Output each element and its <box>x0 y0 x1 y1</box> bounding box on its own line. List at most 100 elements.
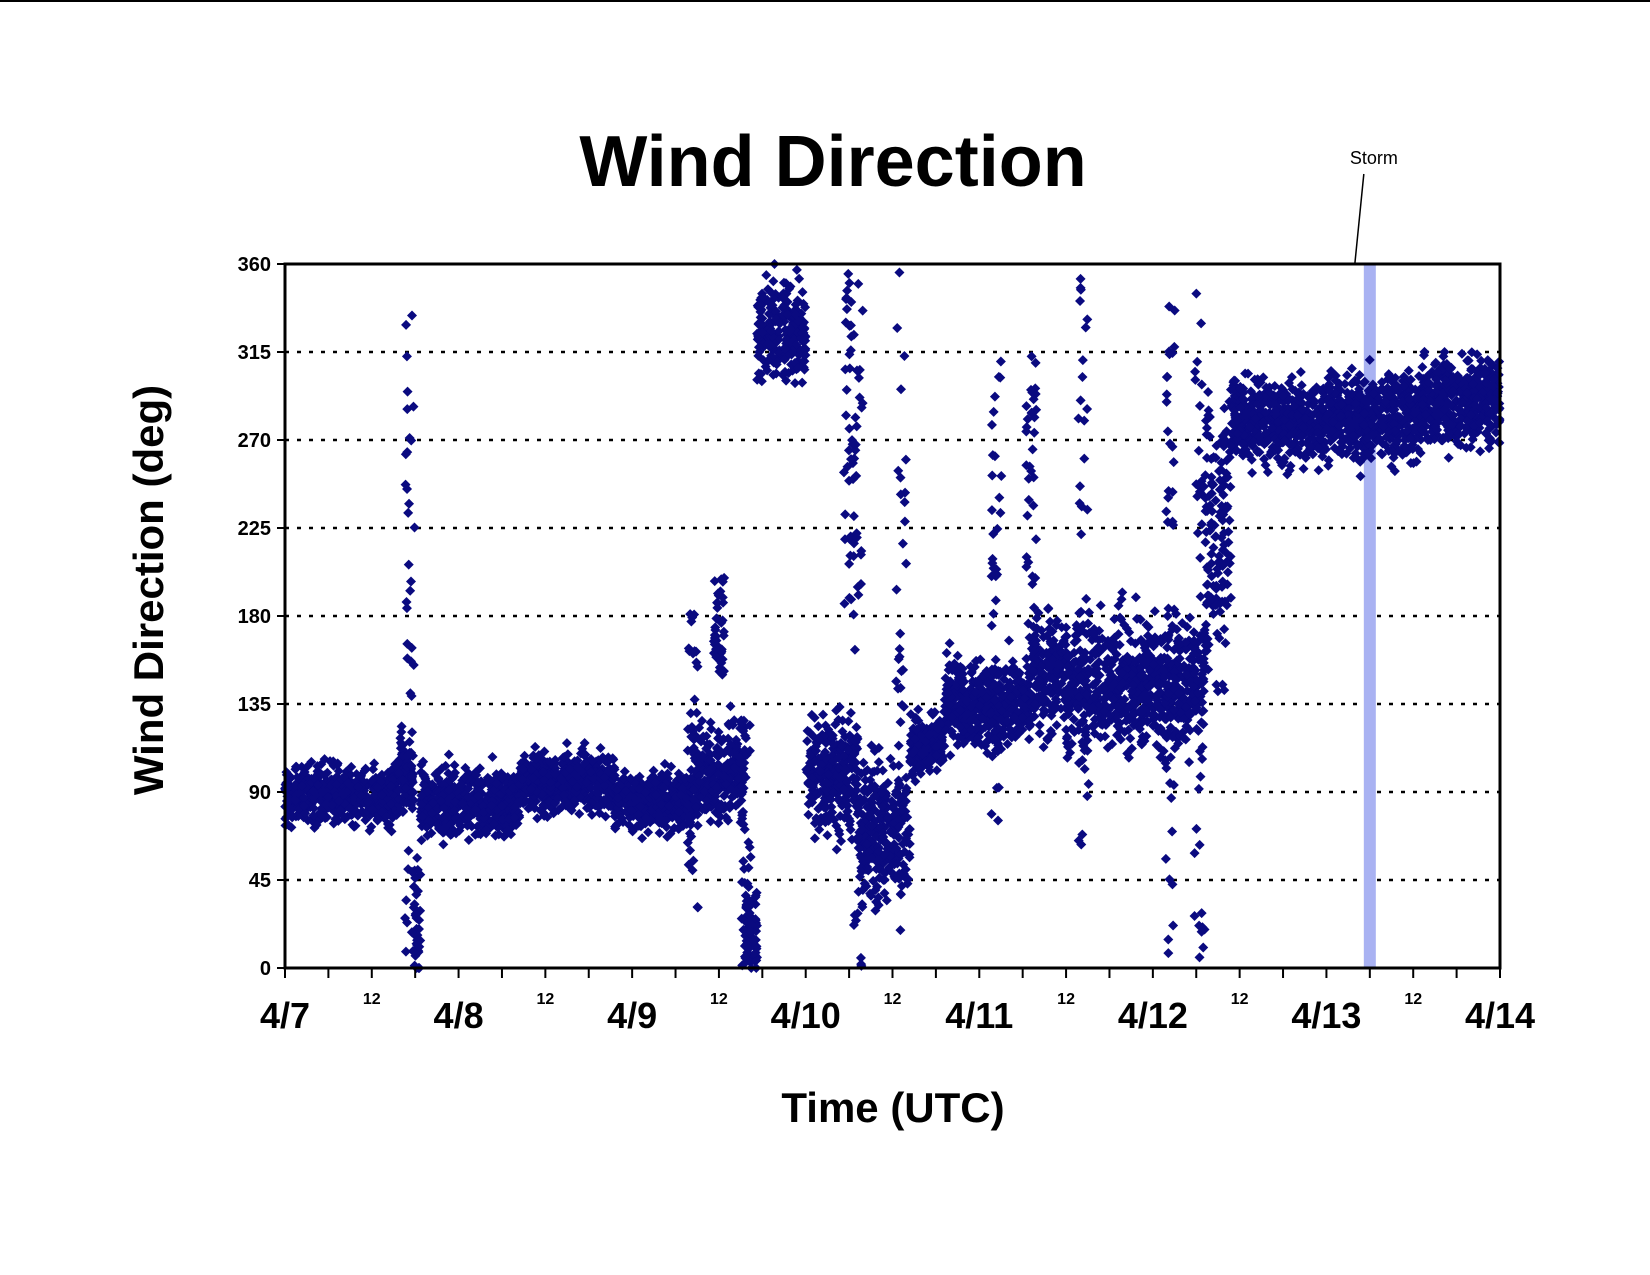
data-point <box>426 808 437 819</box>
data-point <box>331 779 342 790</box>
data-point <box>477 801 488 812</box>
data-point <box>941 648 952 659</box>
data-point <box>591 782 602 793</box>
data-point <box>503 813 514 824</box>
data-point <box>944 638 955 649</box>
data-point <box>1095 600 1106 611</box>
data-point <box>607 753 618 764</box>
data-point <box>319 770 330 781</box>
data-point <box>418 779 429 790</box>
data-point <box>574 808 585 819</box>
data-point <box>654 827 665 838</box>
data-point <box>459 772 470 783</box>
data-point <box>561 738 572 749</box>
data-point <box>851 722 862 733</box>
data-point <box>1203 386 1214 397</box>
data-point <box>627 826 638 837</box>
data-point <box>673 806 684 817</box>
data-point <box>438 839 449 850</box>
data-point <box>664 800 675 811</box>
data-point <box>376 789 387 800</box>
data-point <box>587 755 598 766</box>
data-point <box>311 820 322 831</box>
data-point <box>662 831 673 842</box>
data-point <box>414 915 425 926</box>
data-point <box>634 771 645 782</box>
data-point <box>612 793 623 804</box>
data-point <box>836 836 847 847</box>
data-point <box>509 812 520 823</box>
data-point <box>443 749 454 760</box>
data-point <box>407 803 418 814</box>
data-point <box>450 796 461 807</box>
data-point <box>791 264 802 275</box>
data-point <box>369 790 380 801</box>
data-point <box>530 753 541 764</box>
data-point <box>439 822 450 833</box>
data-point <box>449 760 460 771</box>
data-point <box>338 771 349 782</box>
data-point <box>438 802 449 813</box>
data-point <box>515 798 526 809</box>
data-point <box>308 803 319 814</box>
data-point <box>706 724 717 735</box>
data-point <box>346 782 357 793</box>
data-point <box>473 777 484 788</box>
data-point <box>457 798 468 809</box>
data-point <box>538 766 549 777</box>
data-point <box>372 815 383 826</box>
data-point <box>398 775 409 786</box>
data-point <box>346 761 357 772</box>
data-point <box>320 799 331 810</box>
data-point <box>416 759 427 770</box>
data-points <box>280 259 1505 973</box>
data-point <box>609 770 620 781</box>
data-point <box>650 777 661 788</box>
data-point <box>334 795 345 806</box>
data-point <box>526 783 537 794</box>
data-point <box>676 789 687 800</box>
data-point <box>549 758 560 769</box>
data-point <box>566 805 577 816</box>
data-point <box>372 782 383 793</box>
data-point <box>881 895 892 906</box>
data-point <box>326 799 337 810</box>
data-point <box>298 792 309 803</box>
data-point <box>466 821 477 832</box>
data-point <box>460 762 471 773</box>
data-point <box>386 826 397 837</box>
data-point <box>442 795 453 806</box>
data-point <box>412 852 423 863</box>
data-point <box>290 780 301 791</box>
data-point <box>913 704 924 715</box>
data-point <box>564 763 575 774</box>
data-point <box>790 378 801 389</box>
data-point <box>284 796 295 807</box>
data-point <box>312 779 323 790</box>
storm-band-layer <box>1363 264 1376 968</box>
data-point <box>579 750 590 761</box>
data-point <box>299 800 310 811</box>
data-point <box>650 789 661 800</box>
data-point <box>517 774 528 785</box>
data-point <box>409 899 420 910</box>
data-point <box>497 814 508 825</box>
data-point <box>325 756 336 767</box>
data-point <box>382 819 393 830</box>
data-point <box>562 749 573 760</box>
data-point <box>490 830 501 841</box>
data-point <box>338 789 349 800</box>
data-point <box>626 805 637 816</box>
data-point <box>634 783 645 794</box>
data-point <box>491 778 502 789</box>
data-point <box>356 790 367 801</box>
data-point <box>633 809 644 820</box>
data-point <box>597 752 608 763</box>
data-point <box>556 774 567 785</box>
data-point <box>1003 635 1014 646</box>
data-point <box>545 777 556 788</box>
storm-band <box>1363 264 1376 968</box>
data-point <box>705 717 716 728</box>
data-point <box>362 797 373 808</box>
